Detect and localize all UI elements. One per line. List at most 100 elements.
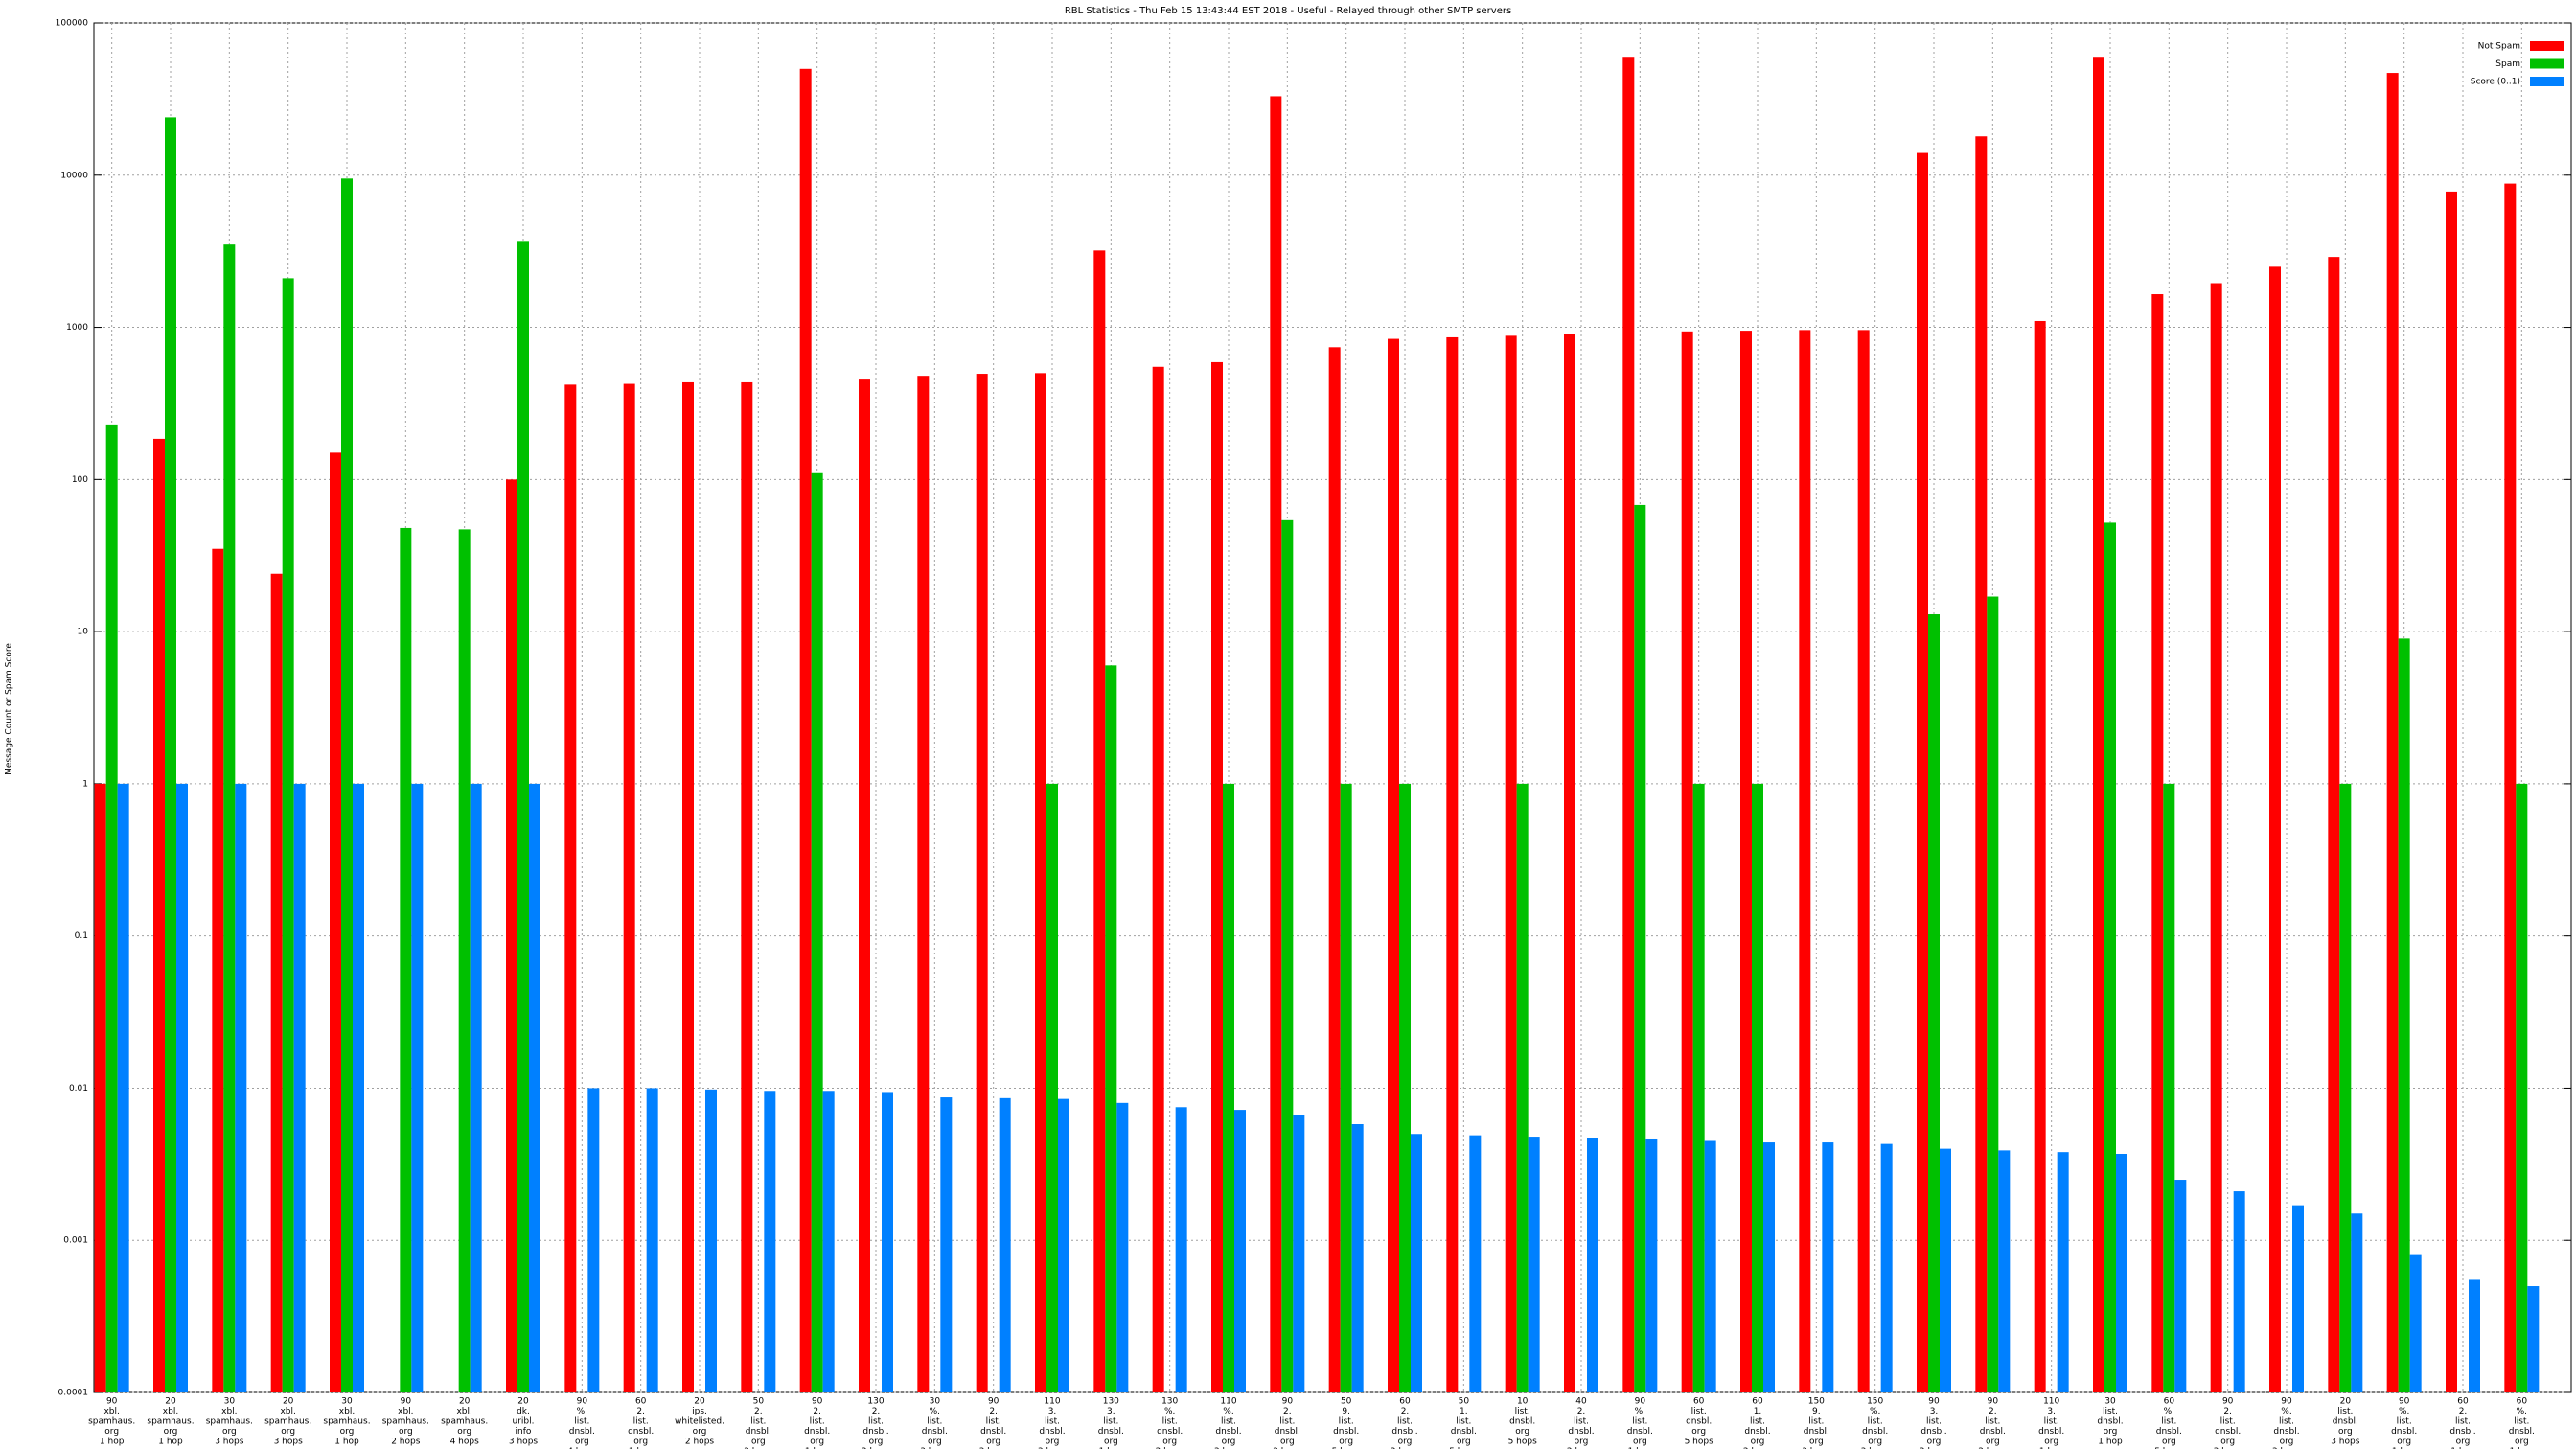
- x-tick-label: org: [928, 1438, 942, 1447]
- bar: [587, 1088, 600, 1392]
- x-tick-label: org: [1575, 1438, 1589, 1447]
- x-tick-label: whitelisted.: [675, 1417, 724, 1427]
- bar: [999, 1097, 1011, 1392]
- x-tick-label: dnsbl.: [862, 1427, 888, 1437]
- x-tick-label: list.: [2279, 1417, 2294, 1427]
- x-tick-label: %.: [1164, 1407, 1175, 1416]
- x-tick-label: 2 hops: [391, 1438, 421, 1447]
- x-tick-label: list.: [2455, 1417, 2471, 1427]
- x-tick-label: org: [1986, 1438, 2000, 1447]
- bar: [1105, 665, 1117, 1392]
- x-tick-label: xbl.: [456, 1407, 472, 1416]
- bar: [1987, 596, 1999, 1392]
- x-tick-label: ips.: [692, 1407, 707, 1416]
- x-tick-label: dnsbl.: [2450, 1427, 2475, 1437]
- y-tick-label: 0.0001: [58, 1389, 89, 1398]
- bar: [2163, 783, 2175, 1392]
- bar: [518, 241, 529, 1392]
- bar: [2409, 1254, 2422, 1392]
- x-tick-label: org: [1398, 1438, 1413, 1447]
- x-tick-label: 1 hop: [334, 1438, 359, 1447]
- legend-label: Spam: [2496, 59, 2520, 69]
- x-tick-label: 5 hops: [1449, 1447, 1479, 1449]
- x-tick-label: 10: [1517, 1397, 1529, 1407]
- x-tick-label: 60: [1693, 1397, 1705, 1407]
- x-tick-label: 2 hops: [1273, 1447, 1302, 1449]
- legend-label: Score (0..1): [2471, 78, 2520, 87]
- bar: [859, 379, 870, 1393]
- x-tick-label: 3 hops: [1214, 1447, 1244, 1449]
- x-tick-label: dnsbl.: [2156, 1427, 2182, 1437]
- x-tick-label: list.: [2044, 1417, 2059, 1427]
- bar: [165, 117, 176, 1392]
- bar: [2233, 1191, 2245, 1392]
- x-tick-label: 3 hops: [215, 1438, 244, 1447]
- x-tick-label: xbl.: [163, 1407, 178, 1416]
- x-tick-label: dnsbl.: [569, 1427, 595, 1437]
- bar: [1469, 1135, 1482, 1392]
- bar: [1175, 1107, 1187, 1392]
- x-tick-label: dk.: [517, 1407, 530, 1416]
- x-tick-label: 9.: [1342, 1407, 1350, 1416]
- x-tick-label: org: [1104, 1438, 1118, 1447]
- bar: [458, 529, 471, 1392]
- bar: [646, 1088, 658, 1392]
- y-tick-label: 0.01: [69, 1084, 88, 1093]
- bar: [223, 244, 236, 1392]
- bar: [1505, 335, 1517, 1392]
- bar: [94, 783, 106, 1392]
- x-tick-label: list.: [1808, 1417, 1824, 1427]
- x-tick-label: 1 hop: [2510, 1447, 2535, 1449]
- x-tick-label: dnsbl.: [1980, 1427, 2006, 1437]
- x-tick-label: dnsbl.: [1157, 1427, 1183, 1437]
- x-tick-label: org: [633, 1438, 648, 1447]
- bar: [822, 1091, 835, 1392]
- x-tick-label: 2.: [1577, 1407, 1586, 1416]
- x-tick-label: org: [2456, 1438, 2471, 1447]
- bar: [1446, 336, 1459, 1392]
- y-tick-label: 1000: [66, 323, 88, 333]
- x-tick-label: 20: [694, 1397, 705, 1407]
- x-tick-label: 1 hop: [2450, 1447, 2475, 1449]
- bar: [1399, 783, 1411, 1392]
- bar: [529, 783, 540, 1392]
- x-tick-label: dnsbl.: [980, 1427, 1006, 1437]
- bar: [1857, 330, 1870, 1392]
- x-tick-label: list.: [1045, 1417, 1060, 1427]
- x-tick-label: 2.: [1401, 1407, 1410, 1416]
- x-tick-label: 3.: [1048, 1407, 1057, 1416]
- x-tick-label: list.: [2103, 1407, 2118, 1416]
- x-tick-label: 90: [2281, 1397, 2292, 1407]
- x-tick-label: org: [1751, 1438, 1765, 1447]
- x-tick-label: 30: [341, 1397, 353, 1407]
- bar: [1516, 783, 1529, 1392]
- bar: [341, 178, 353, 1392]
- x-tick-label: spamhaus.: [147, 1417, 194, 1427]
- x-tick-label: 90: [401, 1397, 412, 1407]
- bar: [2057, 1152, 2069, 1392]
- x-tick-label: dnsbl.: [1804, 1427, 1829, 1437]
- bar: [293, 783, 306, 1392]
- bar: [705, 1089, 717, 1392]
- x-tick-label: dnsbl.: [1392, 1427, 1417, 1437]
- bar: [2151, 294, 2164, 1392]
- x-tick-label: list.: [633, 1417, 649, 1427]
- bar: [1917, 152, 1928, 1392]
- x-tick-label: org: [810, 1438, 824, 1447]
- bar: [2446, 191, 2457, 1392]
- x-tick-label: dnsbl.: [1215, 1427, 1241, 1437]
- bar: [1281, 519, 1294, 1392]
- x-tick-label: 2.: [754, 1407, 763, 1416]
- bar: [623, 383, 635, 1393]
- bar: [564, 384, 577, 1392]
- bar: [2398, 638, 2410, 1392]
- x-tick-label: 1.: [1460, 1407, 1468, 1416]
- bar: [2328, 257, 2340, 1393]
- x-tick-label: 50: [1341, 1397, 1352, 1407]
- y-tick-label: 1: [82, 779, 88, 789]
- y-axis-label: Message Count or Spam Score: [5, 643, 14, 775]
- x-tick-label: 3 hops: [2272, 1447, 2302, 1449]
- bar: [2210, 283, 2222, 1392]
- x-tick-label: 150: [1867, 1397, 1883, 1407]
- x-tick-label: list.: [986, 1417, 1001, 1427]
